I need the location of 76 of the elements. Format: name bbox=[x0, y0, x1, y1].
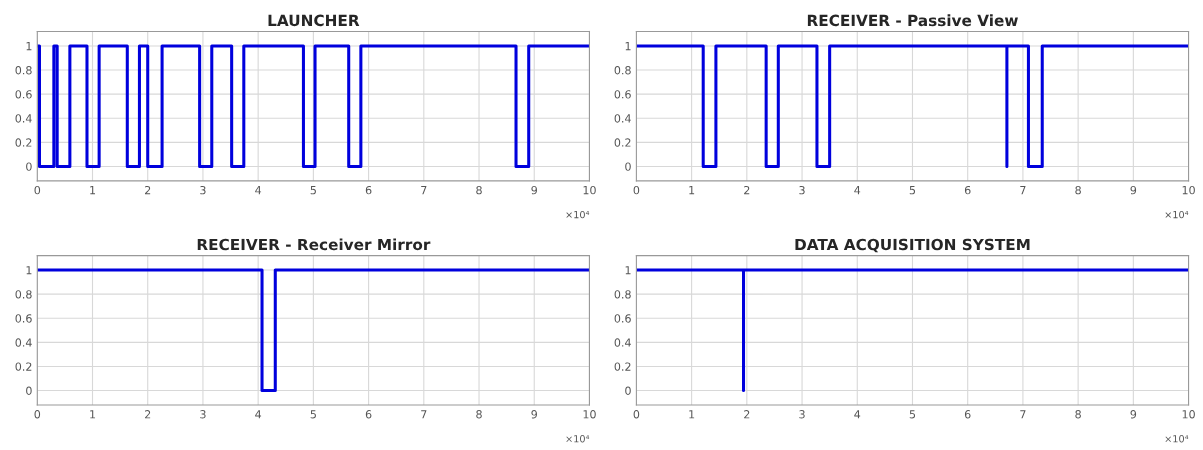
x-tick-label: 7 bbox=[1020, 410, 1026, 419]
y-tick-label: 0.2 bbox=[614, 362, 631, 371]
x-tick-label: 4 bbox=[854, 410, 861, 419]
x-tick-label: 5 bbox=[909, 410, 916, 419]
x-tick-label: 2 bbox=[744, 185, 750, 195]
x-tick-label: 9 bbox=[1130, 410, 1137, 419]
chart-title: LAUNCHER bbox=[268, 14, 360, 27]
y-tick-label: 0.6 bbox=[614, 314, 631, 323]
x-tick-label: 10 bbox=[1182, 410, 1195, 419]
x-tick-label: 6 bbox=[365, 410, 372, 419]
x-tick-label: 0 bbox=[34, 410, 41, 419]
y-tick-label: 0.4 bbox=[15, 114, 32, 123]
x-tick-label: 2 bbox=[145, 410, 151, 419]
x-tick-label: 0 bbox=[34, 185, 41, 195]
text: ×10⁴ bbox=[1165, 435, 1189, 443]
x-tick-label: 5 bbox=[310, 410, 316, 419]
y-tick-label: 1 bbox=[625, 266, 631, 275]
text: ×10⁴ bbox=[566, 210, 590, 219]
x-tick-label: 3 bbox=[799, 185, 805, 195]
y-tick-label: 0.6 bbox=[15, 90, 32, 99]
y-tick-label: 0.2 bbox=[15, 138, 32, 147]
x-tick-label: 3 bbox=[200, 410, 206, 419]
y-tick-label: 0.2 bbox=[614, 138, 631, 147]
y-tick-label: 0.8 bbox=[614, 66, 631, 75]
text: ×10⁴ bbox=[1165, 210, 1189, 219]
y-tick-label: 0.8 bbox=[15, 290, 32, 299]
x-tick-label: 8 bbox=[1075, 185, 1081, 195]
y-tick-label: 0.4 bbox=[614, 114, 631, 123]
y-tick-label: 1 bbox=[625, 42, 631, 51]
x-tick-label: 1 bbox=[90, 410, 96, 419]
x-tick-label: 0 bbox=[633, 185, 640, 195]
x-tick-label: 7 bbox=[421, 410, 427, 419]
y-tick-label: 0.8 bbox=[614, 290, 631, 299]
text: ×10⁴ bbox=[566, 435, 590, 443]
x-tick-label: 3 bbox=[799, 410, 805, 419]
x-tick-label: 8 bbox=[476, 410, 482, 419]
x-tick-label: 1 bbox=[90, 186, 96, 195]
y-tick-label: 0.8 bbox=[15, 66, 32, 75]
x-tick-label: 8 bbox=[476, 185, 482, 195]
x-tick-label: 7 bbox=[421, 186, 427, 195]
x-tick-label: 4 bbox=[854, 186, 861, 195]
y-tick-label: 1 bbox=[26, 42, 32, 51]
x-tick-label: 1 bbox=[689, 186, 695, 195]
x-tick-label: 3 bbox=[200, 185, 206, 195]
x-tick-label: 10 bbox=[1182, 185, 1195, 195]
y-tick-label: 0.6 bbox=[15, 314, 32, 323]
x-tick-label: 4 bbox=[255, 410, 262, 419]
x-tick-label: 5 bbox=[310, 186, 316, 195]
x-tick-label: 10 bbox=[583, 185, 596, 195]
x-tick-label: 6 bbox=[964, 410, 971, 419]
chart-title: RECEIVER - Passive View bbox=[807, 14, 1018, 27]
x-tick-label: 5 bbox=[909, 186, 916, 195]
x-tick-label: 4 bbox=[255, 186, 262, 195]
x-tick-label: 9 bbox=[531, 410, 537, 419]
y-tick-label: 0.2 bbox=[15, 362, 32, 371]
x-tick-label: 9 bbox=[531, 185, 537, 195]
x-tick-label: 1 bbox=[689, 410, 695, 419]
y-tick-label: 0 bbox=[625, 162, 631, 171]
y-tick-label: 1 bbox=[26, 266, 32, 275]
x-tick-label: 9 bbox=[1130, 185, 1137, 195]
y-tick-label: 0.4 bbox=[614, 338, 631, 347]
y-tick-label: 0 bbox=[26, 386, 32, 395]
x-tick-label: 6 bbox=[365, 185, 372, 195]
y-tick-label: 0.4 bbox=[15, 338, 32, 347]
chart-title: RECEIVER - Receiver Mirror bbox=[197, 238, 431, 251]
y-tick-label: 0 bbox=[625, 386, 631, 395]
x-tick-label: 10 bbox=[583, 410, 596, 419]
x-tick-label: 7 bbox=[1020, 186, 1026, 195]
x-tick-label: 2 bbox=[744, 410, 750, 419]
y-tick-label: 0 bbox=[26, 162, 32, 171]
x-tick-label: 2 bbox=[145, 185, 151, 195]
chart-title: DATA ACQUISITION SYSTEM bbox=[795, 238, 1030, 253]
x-tick-label: 6 bbox=[964, 185, 971, 195]
x-tick-label: 8 bbox=[1075, 410, 1081, 419]
y-tick-label: 0.6 bbox=[614, 90, 631, 99]
x-tick-label: 0 bbox=[633, 410, 640, 419]
